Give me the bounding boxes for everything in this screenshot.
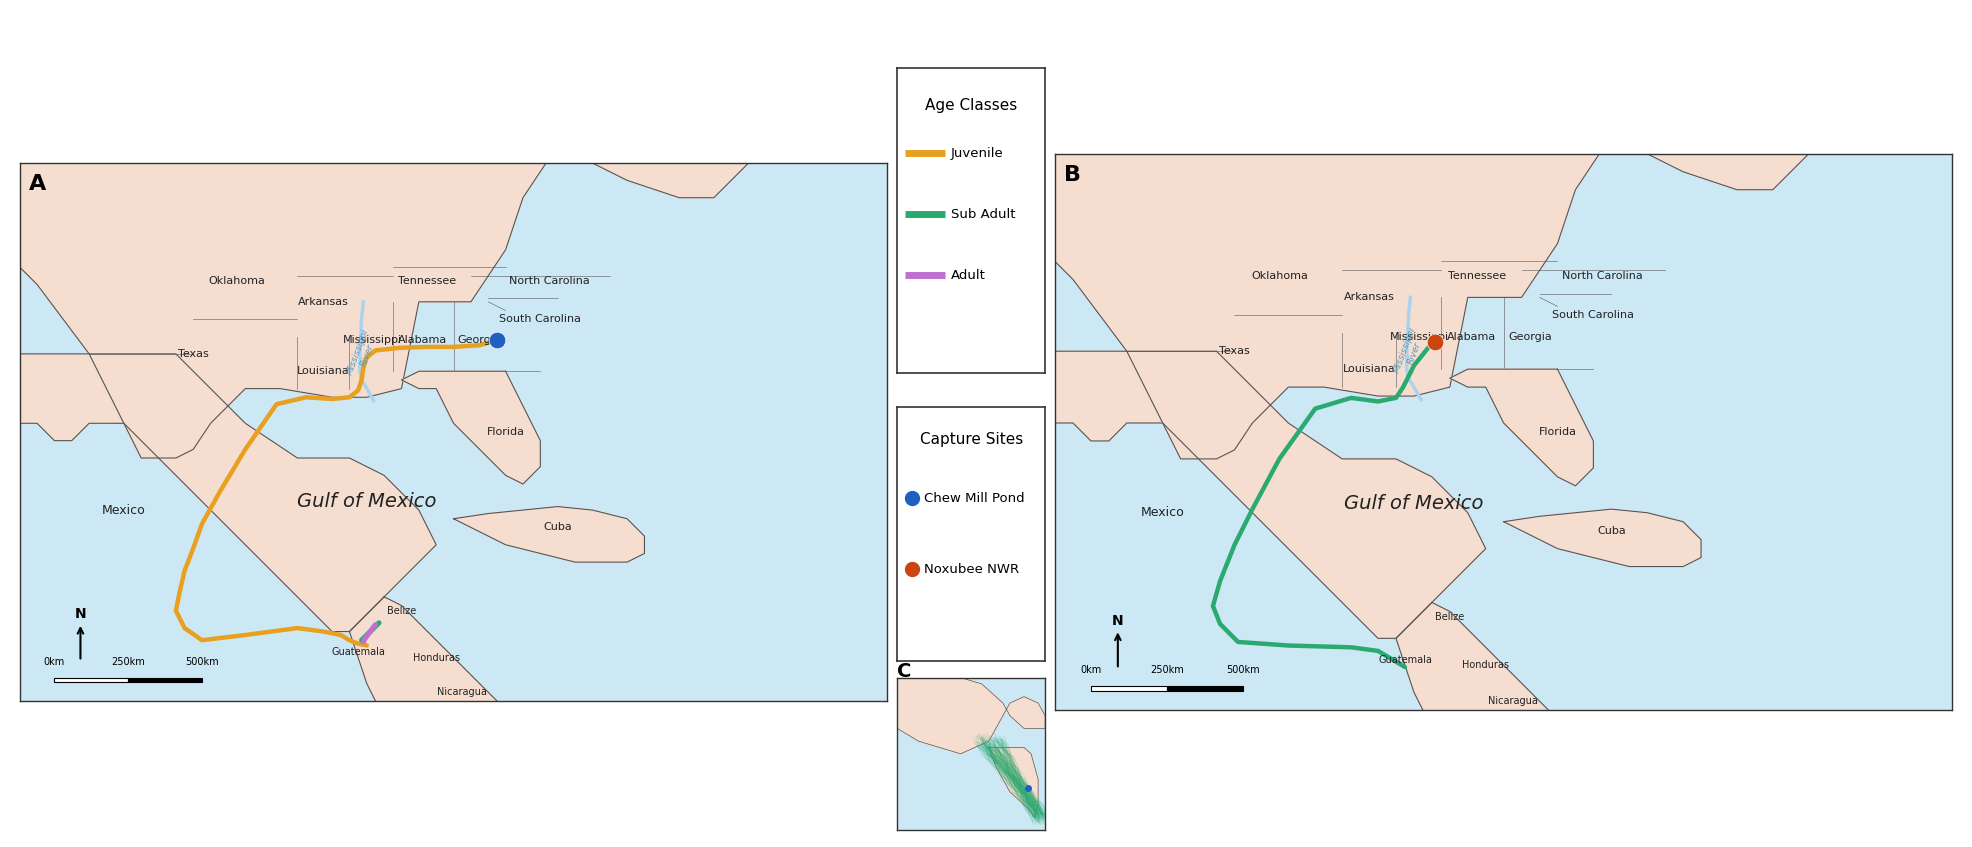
- Polygon shape: [0, 354, 436, 632]
- Text: Chew Mill Pond: Chew Mill Pond: [923, 491, 1025, 505]
- Bar: [55, 678, 128, 682]
- Text: A: A: [28, 174, 45, 194]
- Text: Oklahoma: Oklahoma: [1250, 271, 1307, 281]
- Polygon shape: [349, 597, 505, 771]
- Text: 250km: 250km: [1150, 665, 1183, 675]
- Text: Honduras: Honduras: [1461, 661, 1509, 670]
- Text: Mississippi
River: Mississippi River: [1392, 325, 1428, 377]
- Text: Mississippi: Mississippi: [343, 335, 402, 345]
- Text: North Carolina: North Carolina: [509, 276, 590, 286]
- Polygon shape: [929, 352, 1485, 639]
- Polygon shape: [1505, 509, 1702, 567]
- Text: Louisiana: Louisiana: [1343, 364, 1396, 374]
- Text: 500km: 500km: [1227, 665, 1260, 675]
- Text: 500km: 500km: [185, 657, 219, 667]
- Text: 250km: 250km: [110, 657, 146, 667]
- Text: Mississippi
River: Mississippi River: [345, 328, 381, 379]
- Text: Gulf of Mexico: Gulf of Mexico: [298, 492, 436, 511]
- Text: Adult: Adult: [951, 268, 986, 281]
- Polygon shape: [988, 748, 1037, 817]
- Text: Sub Adult: Sub Adult: [951, 208, 1016, 220]
- Text: Arkansas: Arkansas: [1343, 292, 1394, 302]
- Text: Honduras: Honduras: [412, 652, 459, 662]
- Text: N: N: [75, 607, 87, 622]
- Text: Cuba: Cuba: [544, 523, 572, 533]
- Polygon shape: [402, 371, 540, 484]
- Text: Georgia: Georgia: [458, 335, 501, 345]
- Text: Alabama: Alabama: [398, 335, 448, 345]
- Text: Louisiana: Louisiana: [298, 366, 349, 376]
- Text: Tennessee: Tennessee: [398, 276, 458, 286]
- Text: Florida: Florida: [487, 427, 525, 437]
- Polygon shape: [1449, 369, 1593, 486]
- Text: C: C: [897, 662, 911, 681]
- Polygon shape: [0, 59, 765, 458]
- Text: Guatemala: Guatemala: [331, 647, 385, 657]
- Text: Noxubee NWR: Noxubee NWR: [923, 562, 1020, 576]
- Text: Alabama: Alabama: [1447, 332, 1497, 342]
- Text: N: N: [1112, 614, 1124, 628]
- Text: Capture Sites: Capture Sites: [919, 432, 1023, 447]
- Text: Mexico: Mexico: [1142, 507, 1185, 519]
- Text: Arkansas: Arkansas: [298, 296, 349, 307]
- Text: Mexico: Mexico: [103, 504, 146, 517]
- Text: Guatemala: Guatemala: [1378, 655, 1432, 665]
- Text: South Carolina: South Carolina: [499, 314, 582, 324]
- Text: Belize: Belize: [387, 606, 416, 616]
- Text: 0km: 0km: [43, 657, 65, 667]
- Text: 0km: 0km: [1081, 665, 1102, 675]
- Text: Tennessee: Tennessee: [1447, 271, 1507, 281]
- Text: Juvenile: Juvenile: [951, 147, 1004, 159]
- Text: Mississippi: Mississippi: [1390, 332, 1449, 342]
- Text: Texas: Texas: [177, 349, 209, 359]
- Text: Florida: Florida: [1538, 427, 1576, 437]
- Text: Oklahoma: Oklahoma: [209, 276, 264, 286]
- Text: South Carolina: South Carolina: [1552, 310, 1635, 320]
- Polygon shape: [897, 678, 1045, 754]
- Text: Age Classes: Age Classes: [925, 98, 1018, 113]
- Text: Gulf of Mexico: Gulf of Mexico: [1345, 495, 1483, 513]
- Polygon shape: [454, 507, 645, 562]
- Text: Texas: Texas: [1219, 346, 1250, 357]
- Text: Cuba: Cuba: [1597, 526, 1625, 535]
- Text: Nicaragua: Nicaragua: [1487, 696, 1538, 706]
- Bar: [128, 678, 201, 682]
- Polygon shape: [805, 46, 1826, 459]
- Bar: [1167, 686, 1244, 690]
- Polygon shape: [1396, 602, 1558, 782]
- Text: Nicaragua: Nicaragua: [438, 687, 487, 697]
- Text: Belize: Belize: [1436, 612, 1465, 622]
- Bar: [1091, 686, 1167, 690]
- Text: Georgia: Georgia: [1509, 332, 1552, 342]
- Text: North Carolina: North Carolina: [1562, 271, 1643, 281]
- Text: B: B: [1065, 165, 1081, 185]
